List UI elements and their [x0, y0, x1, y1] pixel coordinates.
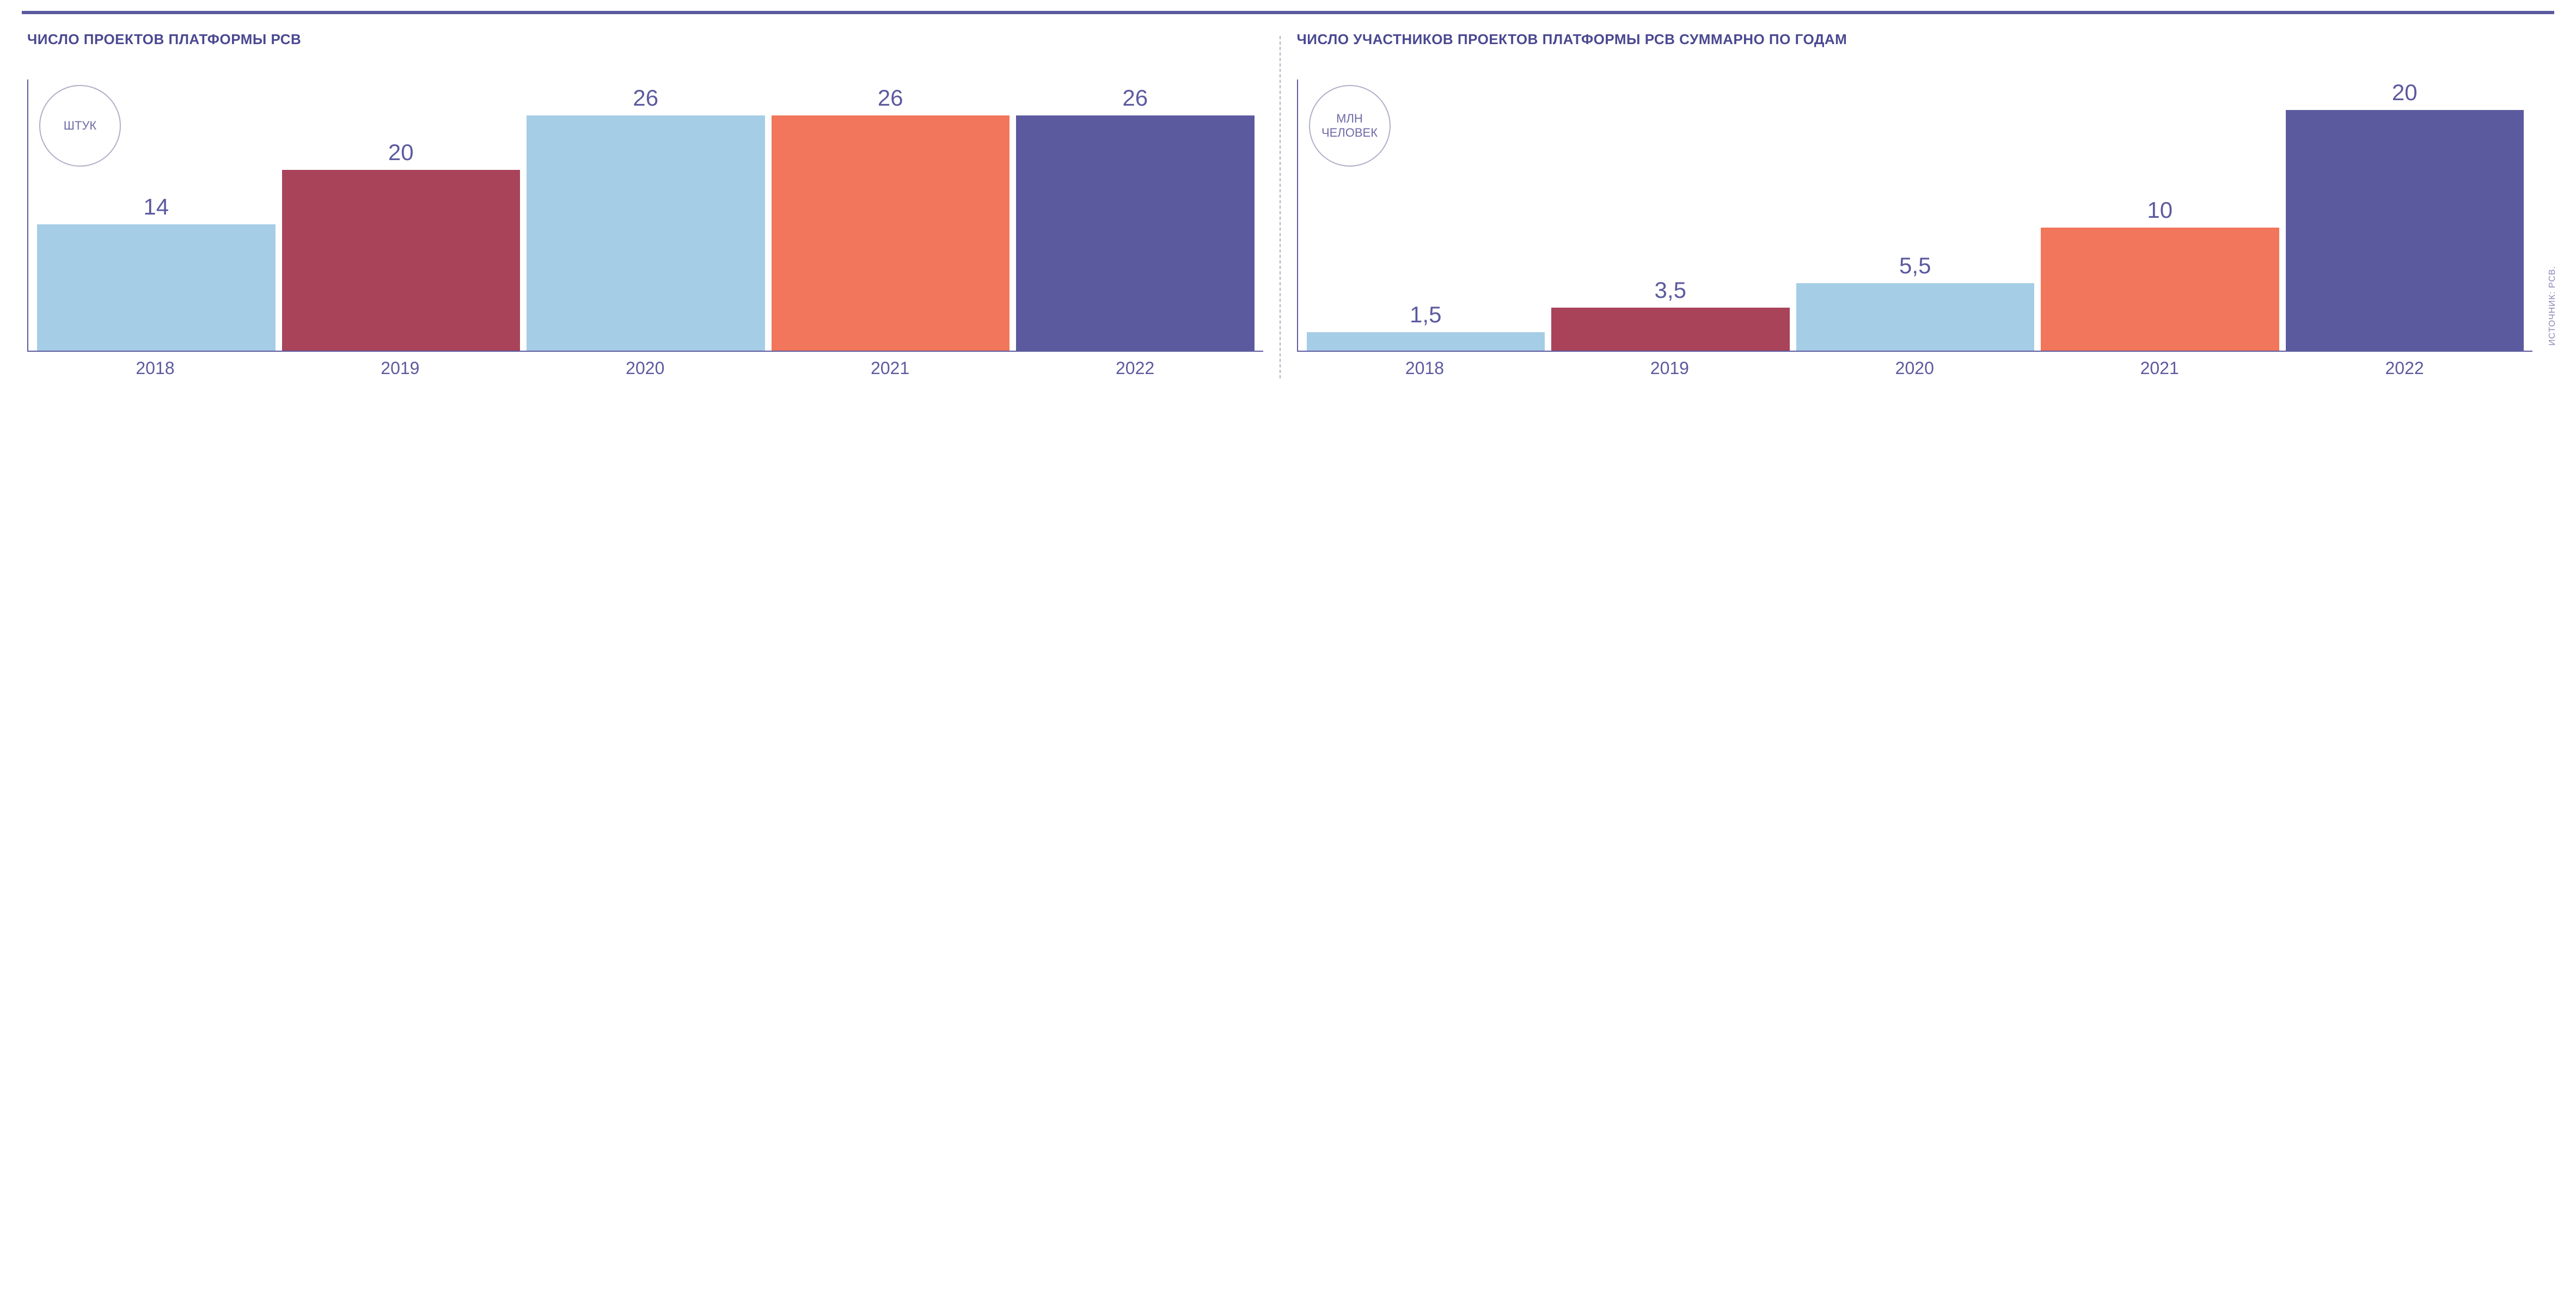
right-x-tick: 2020	[1792, 358, 2037, 378]
charts-container: ЧИСЛО ПРОЕКТОВ ПЛАТФОРМЫ РСВ ШТУК 14 20 26…	[22, 30, 2554, 378]
left-bar	[282, 170, 521, 351]
right-chart-area: МЛН ЧЕЛОВЕК 1,5 3,5 5,5 10 20	[1297, 79, 2533, 352]
left-bar-wrap: 26	[1013, 79, 1258, 351]
source-label: ИСТОЧНИК: РСВ.	[2548, 266, 2557, 346]
left-bars: 14 20 26 26 26	[28, 79, 1263, 351]
right-x-tick: 2019	[1547, 358, 1792, 378]
left-bar-wrap: 20	[279, 79, 524, 351]
left-unit-badge: ШТУК	[39, 85, 121, 167]
left-bar	[772, 115, 1010, 351]
right-bar-value-label: 5,5	[1899, 253, 1931, 279]
left-bar	[1016, 115, 1255, 351]
left-chart-area: ШТУК 14 20 26 26 26	[27, 79, 1263, 352]
right-x-tick: 2018	[1302, 358, 1547, 378]
right-unit-label: МЛН ЧЕЛОВЕК	[1310, 112, 1390, 140]
right-panel: ЧИСЛО УЧАСТНИКОВ ПРОЕКТОВ ПЛАТФОРМЫ РСВ …	[1281, 30, 2555, 378]
right-x-tick: 2021	[2037, 358, 2282, 378]
left-bar-value-label: 14	[143, 194, 169, 220]
top-rule	[22, 11, 2554, 14]
left-unit-label: ШТУК	[64, 119, 96, 133]
right-chart-title: ЧИСЛО УЧАСТНИКОВ ПРОЕКТОВ ПЛАТФОРМЫ РСВ …	[1297, 30, 2533, 69]
left-x-tick: 2020	[523, 358, 768, 378]
right-bar-wrap: 10	[2037, 79, 2283, 351]
right-x-axis: 20182019202020212022	[1297, 352, 2533, 378]
left-x-tick: 2022	[1013, 358, 1258, 378]
right-bar-wrap: 3,5	[1548, 79, 1793, 351]
right-bar-wrap: 5,5	[1793, 79, 2038, 351]
left-bar-wrap: 26	[768, 79, 1013, 351]
left-x-tick: 2018	[33, 358, 278, 378]
left-bar-value-label: 26	[633, 85, 658, 111]
right-bar	[2286, 110, 2524, 351]
right-bar	[1551, 308, 1790, 351]
right-unit-badge: МЛН ЧЕЛОВЕК	[1309, 85, 1391, 167]
left-bar-value-label: 26	[1122, 85, 1148, 111]
right-x-tick: 2022	[2282, 358, 2527, 378]
left-x-tick: 2019	[278, 358, 523, 378]
right-bar-value-label: 10	[2147, 197, 2173, 223]
left-chart-title: ЧИСЛО ПРОЕКТОВ ПЛАТФОРМЫ РСВ	[27, 30, 1263, 69]
left-bar	[527, 115, 765, 351]
left-bar-value-label: 26	[878, 85, 903, 111]
left-bar	[37, 224, 276, 351]
right-bar-value-label: 20	[2392, 79, 2418, 106]
left-bar-wrap: 26	[523, 79, 768, 351]
right-bar-value-label: 1,5	[1410, 302, 1441, 328]
left-bar-value-label: 20	[388, 139, 414, 166]
right-bar-wrap: 20	[2283, 79, 2528, 351]
right-bar	[1796, 283, 2035, 351]
left-x-tick: 2021	[768, 358, 1013, 378]
left-panel: ЧИСЛО ПРОЕКТОВ ПЛАТФОРМЫ РСВ ШТУК 14 20 26…	[22, 30, 1280, 378]
right-bars: 1,5 3,5 5,5 10 20	[1298, 79, 2533, 351]
right-bar-value-label: 3,5	[1655, 277, 1686, 303]
right-bar	[1307, 332, 1545, 351]
left-x-axis: 20182019202020212022	[27, 352, 1263, 378]
right-bar	[2041, 228, 2279, 351]
